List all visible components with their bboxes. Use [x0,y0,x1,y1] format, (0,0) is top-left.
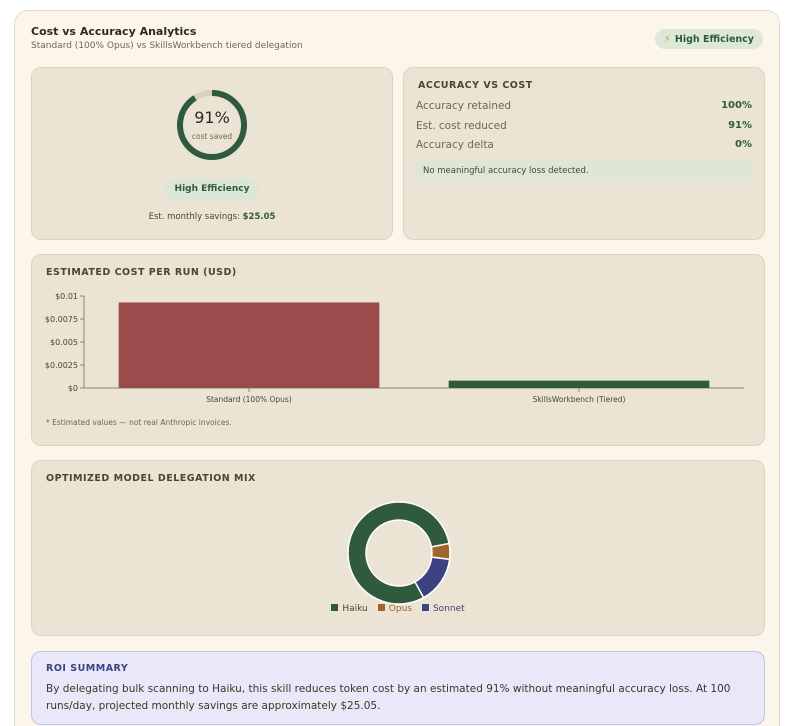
chart-footnote: * Estimated values — not real Anthropic … [46,418,232,427]
y-tick-label: $0.0025 [45,361,78,370]
accuracy-card-title: ACCURACY VS COST [418,80,533,91]
legend-label: Haiku [342,604,368,614]
monthly-savings: Est. monthly savings: $25.05 [32,212,392,222]
x-tick-label: Standard (100% Opus) [206,395,292,404]
accuracy-row: Accuracy delta 0% [416,139,752,151]
legend-label: Sonnet [432,604,465,614]
efficiency-pill: High Efficiency [166,178,258,200]
bar [118,302,380,388]
donut-chart-title: OPTIMIZED MODEL DELEGATION MIX [46,473,256,484]
delegation-mix-card: OPTIMIZED MODEL DELEGATION MIX Haiku Opus… [31,460,765,636]
y-tick-label: $0.0075 [45,315,78,324]
y-tick-label: $0.01 [55,292,78,301]
cost-saved-card: 91% cost saved High Efficiency Est. mont… [31,67,393,240]
donut-slice-haiku [347,501,450,605]
legend-swatch [377,604,385,611]
efficiency-badge-label: High Efficiency [674,33,754,45]
accuracy-note: No meaningful accuracy loss detected. [415,160,753,181]
legend-swatch [331,604,339,611]
legend-item: Opus [377,604,412,614]
donut-legend: Haiku Opus Sonnet [32,604,764,614]
accuracy-row: Accuracy retained 100% [416,100,752,112]
efficiency-badge: ⚡ High Efficiency [654,29,763,49]
cost-saved-gauge: 91% cost saved [175,88,249,162]
analytics-panel: Cost vs Accuracy Analytics Standard (100… [14,10,780,726]
accuracy-row-label: Accuracy retained [416,100,512,112]
bar [448,380,710,388]
legend-swatch [421,604,429,611]
page-title: Cost vs Accuracy Analytics [31,25,197,38]
accuracy-row-label: Accuracy delta [416,139,494,151]
page-subtitle: Standard (100% Opus) vs SkillsWorkbench … [31,41,303,51]
cost-bar-chart: $0 $0.0025 $0.005 $0.0075 $0.01 Standard (100… [45,292,744,404]
gauge-label: cost saved [191,132,233,141]
monthly-savings-label: Est. monthly savings: [148,212,240,222]
y-tick-label: $0.005 [50,338,78,347]
roi-title: ROI SUMMARY [46,663,129,674]
bar-chart-title: ESTIMATED COST PER RUN (USD) [46,267,237,278]
monthly-savings-value: $25.05 [242,212,276,222]
legend-item: Sonnet [421,604,465,614]
lightning-bolt-icon: ⚡ [663,33,671,45]
y-tick-label: $0 [68,384,78,393]
legend-label: Opus [388,604,412,614]
accuracy-row-label: Est. cost reduced [416,120,507,132]
roi-body: By delegating bulk scanning to Haiku, th… [46,683,731,712]
accuracy-row-value: 91% [728,120,752,131]
accuracy-vs-cost-card: ACCURACY VS COST Accuracy retained 100% … [403,67,765,240]
legend-item: Haiku [331,604,368,614]
accuracy-row-value: 0% [735,139,752,150]
roi-summary: ROI SUMMARY By delegating bulk scanning … [31,651,765,725]
cost-per-run-card: ESTIMATED COST PER RUN (USD) $0 $0.0025 $0… [31,254,765,446]
gauge-progress-arc [177,90,247,160]
accuracy-row: Est. cost reduced 91% [416,120,752,132]
delegation-donut-chart [347,501,451,605]
accuracy-row-value: 100% [721,100,752,111]
x-tick-label: SkillsWorkbench (Tiered) [533,395,626,404]
gauge-percent: 91% [194,108,230,127]
